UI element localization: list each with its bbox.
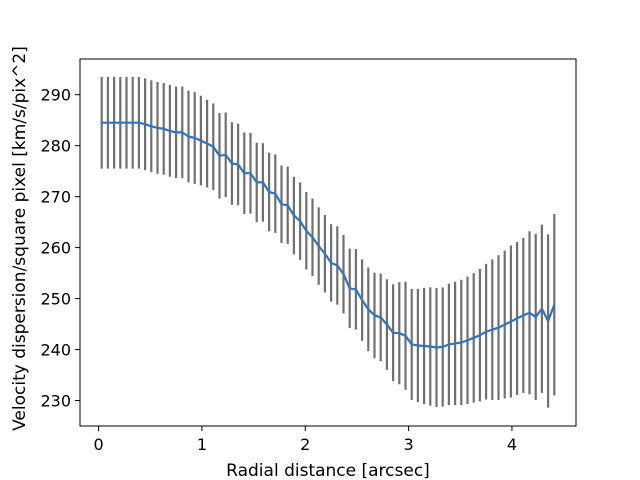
x-tick-label: 4: [507, 435, 517, 454]
y-tick-label: 260: [40, 239, 71, 258]
y-tick-label: 280: [40, 137, 71, 156]
y-tick-label: 270: [40, 188, 71, 207]
x-tick-label: 0: [94, 435, 104, 454]
x-tick-label: 2: [300, 435, 310, 454]
y-axis-ticks: 230 240 250 260 270 280 290: [40, 86, 80, 411]
y-tick-label: 240: [40, 341, 71, 360]
x-tick-label: 3: [404, 435, 414, 454]
x-tick-label: 1: [197, 435, 207, 454]
x-axis-ticks: 0 1 2 3 4: [94, 426, 517, 454]
x-axis-label: Radial distance [arcsec]: [226, 461, 430, 480]
y-tick-label: 250: [40, 290, 71, 309]
plot-area: [79, 58, 577, 427]
y-axis-label: Velocity dispersion/square pixel [km/s/p…: [10, 46, 30, 431]
y-tick-label: 290: [40, 86, 71, 105]
series-line: [101, 121, 556, 349]
y-tick-label: 230: [40, 392, 71, 411]
error-bars: [100, 76, 556, 408]
